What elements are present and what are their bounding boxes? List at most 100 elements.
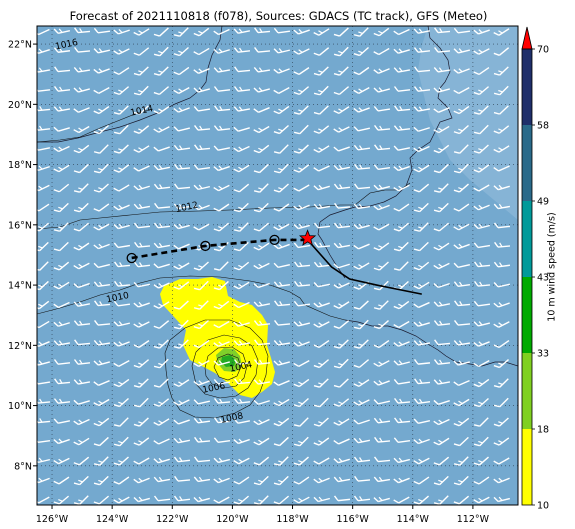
wind-barb [133,302,150,308]
wind-barb [293,321,310,327]
wind-barb [373,106,391,112]
wind-barb [173,144,191,151]
lat-tick-label: 8°N [14,461,32,472]
wind-barb [193,204,210,211]
wind-barb [93,319,111,326]
wind-barb [273,243,290,250]
wind-barb [37,280,49,291]
wind-barb [153,301,170,309]
wind-barb [433,262,450,270]
wind-barb [273,163,289,174]
plot-frame [36,25,519,506]
wind-barb [253,144,270,154]
wind-barb [453,340,471,346]
lon-tick-label: 114°W [397,514,430,525]
wind-barb [113,164,130,173]
wind-barb [273,475,289,486]
wind-barb [493,261,511,268]
wind-barb [373,417,391,424]
lat-tick-label: 10°N [8,401,32,412]
wind-barb [433,320,451,326]
wind-barb [353,47,369,57]
wind-barb [493,66,509,76]
wind-barb [37,222,50,232]
wind-barb [333,106,350,114]
wind-barb [73,475,89,486]
wind-barb [333,222,351,229]
wind-barb [473,29,490,35]
wind-barb [493,85,509,96]
wind-barb [413,438,430,445]
wind-barb [53,476,70,485]
wind-barb [453,105,470,115]
wind-barb [453,144,469,154]
wind-barb [433,379,451,385]
wind-barb [233,495,250,505]
wind-barb [313,47,330,56]
colorbar-tick-label: 58 [537,121,549,132]
wind-barb [73,107,90,113]
wind-barb [113,417,129,427]
wind-barb [453,475,469,486]
wind-barb [153,378,169,388]
wind-barb [353,223,370,230]
colorbar-segment [522,125,532,201]
wind-barb [393,457,410,464]
wind-barb [313,496,330,503]
wind-barb [333,358,349,369]
wind-barb [153,320,170,329]
wind-barb [453,48,470,54]
wind-barb [293,496,310,504]
wind-barb [53,202,69,213]
lon-tick-label: 124°W [96,514,129,525]
wind-barb [434,27,451,34]
wind-barb [153,146,170,152]
wind-barb [433,125,450,134]
wind-barb [133,28,150,36]
wind-barb [133,261,151,268]
wind-barb [433,456,450,466]
wind-barb [353,183,371,190]
wind-barb [153,183,171,190]
wind-barb [453,360,470,366]
wind-barb [373,68,390,74]
wind-barb [233,106,251,112]
wind-barb [54,66,71,73]
wind-barb [153,358,169,369]
wind-barb [213,48,230,54]
wind-barb [273,436,289,447]
wind-barb [113,105,129,115]
wind-barb [313,145,330,153]
wind-barb [93,87,110,94]
wind-barb [473,105,489,115]
forecast-position-marker [126,252,137,264]
wind-barb [293,67,310,76]
wind-barb [213,67,231,73]
wind-barb [53,86,71,92]
wind-barb [453,379,470,387]
wind-barb [213,165,230,172]
wind-barb [313,125,330,134]
wind-barb [333,320,350,329]
wind-barb [213,457,230,464]
wind-barb [313,321,330,328]
wind-barb [333,339,349,349]
wind-barb [193,47,210,56]
wind-barb [453,183,469,193]
lon-tick-label: 116°W [337,514,370,525]
wind-barb [333,282,350,289]
wind-barb [93,380,110,386]
wind-barb [413,106,431,112]
wind-barb [133,184,150,191]
isobar-label: 1012 [175,201,199,216]
wind-barb [273,417,290,427]
wind-barb [293,223,310,230]
wind-barb [373,380,390,386]
wind-barb [193,280,209,291]
isobar-label: 1010 [106,291,131,306]
wind-barb [233,183,250,193]
wind-barb [253,282,270,289]
wind-barb [73,125,90,134]
wind-barb [313,66,329,76]
wind-barb [193,87,210,93]
